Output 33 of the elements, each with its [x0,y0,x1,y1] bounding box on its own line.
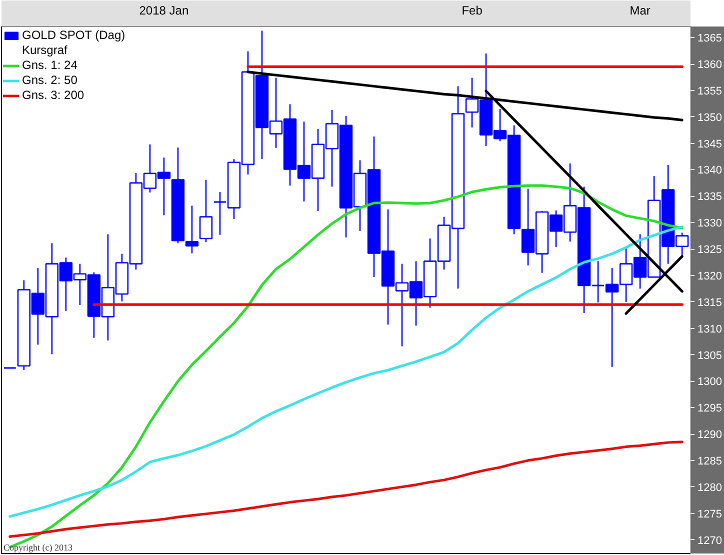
y-tick-label: 1310 [698,323,722,336]
legend-label: GOLD SPOT (Dag) [22,28,126,42]
legend-title: Kursgraf [22,43,68,57]
candlestick [199,179,213,243]
x-tick-label: Feb [462,4,483,18]
y-tick-label: 1295 [698,402,722,415]
y-tick-label: 1350 [698,112,722,124]
y-tick-label: 1305 [698,350,722,362]
legend-label: Gns. 2: 50 [22,73,78,87]
y-tick-label: 1300 [698,376,722,388]
y-tick-label: 1275 [698,508,722,520]
x-tick-label: Mar [630,4,650,18]
y-tick-label: 1270 [698,534,722,547]
y-tick-label: 1340 [698,164,722,177]
annotation: Copyright (c) 2013 [4,542,73,552]
y-tick-label: 1290 [698,429,722,442]
legend-label: Gns. 1: 24 [22,58,78,72]
x-tick-label: 2018 Jan [139,4,189,18]
legend-label: Gns. 3: 200 [22,88,84,102]
y-tick-label: 1315 [698,296,722,309]
y-tick-label: 1320 [698,270,722,282]
y-tick-label: 1335 [698,191,722,204]
y-tick-label: 1345 [698,138,722,150]
y-tick-label: 1285 [698,455,722,468]
y-tick-label: 1325 [698,244,722,256]
y-tick-label: 1365 [698,32,722,45]
candlestick [185,205,199,254]
y-tick-label: 1355 [698,85,722,98]
y-tick-label: 1330 [698,218,722,230]
line-series [8,440,684,538]
line-series [8,226,684,518]
y-tick-label: 1360 [698,59,722,72]
y-tick-label: 1280 [698,482,722,494]
